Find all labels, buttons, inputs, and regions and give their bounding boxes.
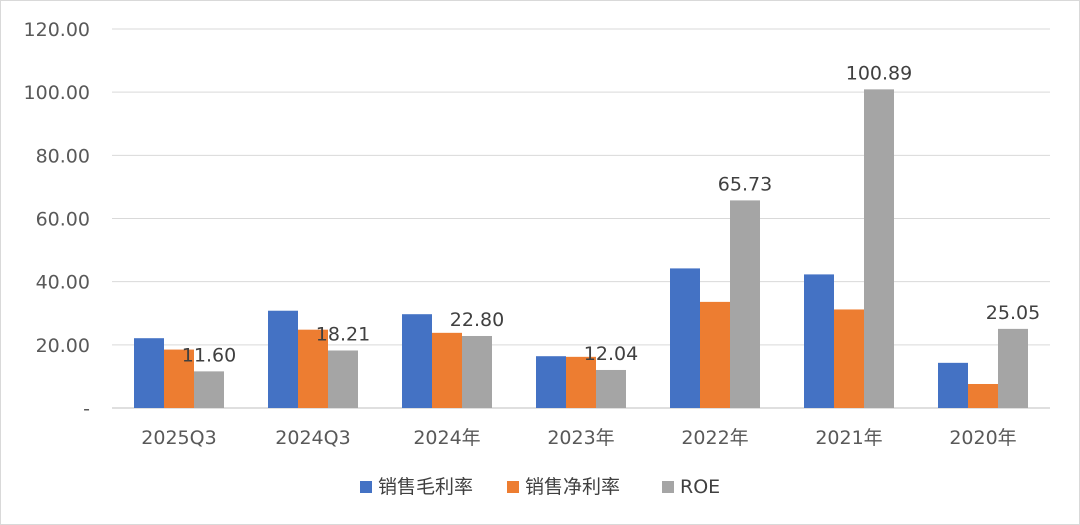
legend-entry: ROE	[680, 476, 720, 498]
bar-3-3	[462, 335, 492, 408]
legend-swatch	[507, 481, 519, 493]
data-label: 100.89	[846, 62, 912, 84]
x-category-label: 2021年	[815, 427, 882, 449]
data-label: 22.80	[450, 309, 504, 331]
legend: 销售毛利率 销售净利率 ROE	[360, 476, 720, 498]
bar-2-1	[164, 349, 194, 408]
bar-3-7	[998, 328, 1028, 408]
bar-2-7	[968, 383, 998, 408]
bar-3-2	[328, 350, 358, 408]
bar-1-6	[804, 274, 834, 408]
bar-1-1	[134, 338, 164, 408]
bar-3-6	[864, 89, 894, 409]
y-tick-label: 80.00	[36, 145, 90, 167]
legend-entry: 销售净利率	[525, 476, 620, 498]
bar-1-3	[402, 314, 432, 408]
bar-1-4	[536, 356, 566, 408]
x-category-label: 2020年	[949, 427, 1016, 449]
bar-3-4	[596, 369, 626, 408]
bar-2-2	[298, 329, 328, 408]
legend-swatch	[360, 481, 372, 493]
y-tick-label: 100.00	[24, 82, 90, 104]
bar-3-5	[730, 200, 760, 408]
y-axis-ticks: - 20.00 40.00 60.00 80.00 100.00 120.00	[24, 19, 90, 420]
data-label: 65.73	[718, 173, 772, 195]
bar-2-6	[834, 309, 864, 408]
y-tick-label: -	[83, 398, 90, 420]
x-axis-categories: 2025Q3 2024Q3 2024年 2023年 2022年 2021年 2020年	[141, 427, 1016, 449]
y-tick-label: 60.00	[36, 209, 90, 231]
x-category-label: 2024年	[413, 427, 480, 449]
bars	[134, 89, 1028, 409]
bar-2-4	[566, 356, 596, 408]
legend-swatch	[662, 481, 674, 493]
x-category-label: 2022年	[681, 427, 748, 449]
data-labels: 11.60 18.21 22.80 12.04 65.73 100.89 25.05	[182, 62, 1040, 366]
x-category-label: 2025Q3	[141, 427, 216, 449]
data-label: 18.21	[316, 323, 370, 345]
x-category-label: 2024Q3	[275, 427, 350, 449]
data-label: 11.60	[182, 344, 236, 366]
x-category-label: 2023年	[547, 427, 614, 449]
gridlines	[112, 28, 1050, 409]
y-tick-label: 20.00	[36, 335, 90, 357]
legend-entry: 销售毛利率	[378, 476, 473, 498]
bar-2-3	[432, 332, 462, 408]
bar-3-1	[194, 371, 224, 408]
bar-1-5	[670, 268, 700, 408]
y-tick-label: 40.00	[36, 272, 90, 294]
data-label: 12.04	[584, 343, 638, 365]
bar-1-2	[268, 310, 298, 408]
data-label: 25.05	[986, 302, 1040, 324]
y-tick-label: 120.00	[24, 19, 90, 41]
bar-2-5	[700, 301, 730, 408]
bar-1-7	[938, 362, 968, 408]
